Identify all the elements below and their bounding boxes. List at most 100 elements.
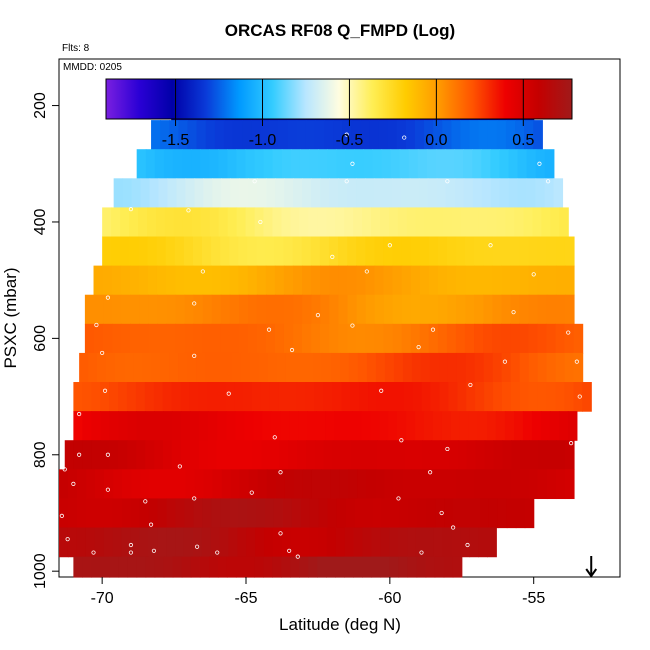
heatmap-cell: [302, 294, 312, 325]
sample-point: [128, 207, 134, 212]
heatmap-cell: [427, 178, 438, 209]
heatmap-cell: [158, 178, 169, 209]
heatmap-cell: [412, 382, 423, 412]
heatmap-cell: [160, 120, 170, 150]
heatmap-cell: [501, 352, 512, 383]
heatmap-cell: [404, 440, 414, 470]
heatmap-cell: [285, 352, 296, 383]
heatmap-cell: [338, 294, 349, 325]
heatmap-cell: [102, 236, 112, 267]
x-axis-tick-label: -60: [378, 590, 401, 607]
heatmap-cell: [573, 352, 584, 383]
heatmap-cell: [225, 382, 235, 412]
heatmap-cell: [245, 556, 255, 578]
heatmap-cell: [410, 236, 421, 267]
heatmap-cell: [537, 323, 547, 354]
sample-point: [266, 327, 272, 332]
heatmap-cell: [344, 207, 354, 238]
y-axis-tick-label: 1000: [32, 553, 49, 589]
heatmap-cell: [211, 236, 221, 267]
heatmap-cell: [424, 411, 434, 441]
heatmap-cell: [330, 352, 341, 383]
heatmap-cell: [148, 527, 158, 558]
heatmap-cell: [103, 294, 113, 325]
heatmap-cell: [187, 352, 197, 383]
heatmap-cell: [184, 294, 195, 325]
heatmap-cell: [426, 149, 437, 179]
heatmap-cell: [544, 149, 555, 179]
heatmap-cell: [361, 411, 371, 441]
heatmap-cell: [299, 207, 309, 238]
heatmap-cell: [474, 352, 485, 383]
heatmap-cell: [247, 265, 258, 296]
heatmap-cell: [113, 178, 124, 209]
heatmap-cell: [408, 149, 419, 179]
heatmap-cell: [183, 236, 194, 267]
heatmap-cell: [403, 382, 414, 412]
date-label: MMDD: 0205: [63, 62, 122, 73]
heatmap-cell: [305, 440, 316, 470]
heatmap-cell: [274, 236, 285, 267]
heatmap-cell: [419, 323, 430, 354]
heatmap-cell: [176, 178, 187, 209]
heatmap-cell: [479, 498, 490, 529]
heatmap-cell: [506, 498, 517, 529]
heatmap-cell: [227, 149, 238, 179]
heatmap-cell: [317, 527, 328, 558]
heatmap-cell: [493, 382, 503, 412]
heatmap-cell: [229, 265, 240, 296]
sample-point: [128, 550, 134, 555]
heatmap-cell: [411, 469, 421, 500]
heatmap-cell: [169, 352, 179, 383]
heatmap-cell: [109, 556, 120, 578]
heatmap-cell: [84, 323, 95, 354]
heatmap-cell: [221, 178, 231, 209]
heatmap-cell: [400, 178, 411, 209]
heatmap-cell: [546, 352, 557, 383]
heatmap-cell: [196, 120, 207, 150]
heatmap-cell: [538, 440, 548, 470]
heatmap-cell: [106, 352, 116, 383]
heatmap-cell: [420, 294, 430, 325]
heatmap-cell: [256, 498, 266, 529]
heatmap-cell: [437, 323, 448, 354]
heatmap-cell: [415, 411, 425, 441]
heatmap-cell: [142, 352, 152, 383]
heatmap-cell: [269, 120, 280, 150]
sample-point: [192, 496, 197, 501]
heatmap-cell: [388, 207, 399, 238]
heatmap-cell: [121, 498, 132, 529]
heatmap-cell: [387, 120, 398, 150]
sample-point: [430, 327, 436, 332]
sample-point: [416, 344, 421, 350]
heatmap-cell: [212, 178, 222, 209]
heatmap-cell: [360, 120, 371, 150]
heatmap-cell: [207, 382, 217, 412]
heatmap-cell: [456, 236, 466, 267]
heatmap-cell: [191, 207, 202, 238]
heatmap-cell: [85, 527, 96, 558]
heatmap-cell: [522, 411, 533, 441]
heatmap-cell: [386, 440, 396, 470]
heatmap-cell: [122, 469, 132, 500]
heatmap-cell: [216, 440, 227, 470]
heatmap-cell: [365, 294, 376, 325]
heatmap-cell: [514, 207, 524, 238]
heatmap-cell: [492, 323, 502, 354]
heatmap-cell: [392, 323, 403, 354]
sample-point: [105, 295, 111, 300]
heatmap-cell: [528, 469, 539, 500]
heatmap-cell: [508, 178, 519, 209]
heatmap-cell: [278, 382, 289, 412]
heatmap-cell: [271, 411, 281, 441]
colorbar: [105, 78, 573, 120]
heatmap-cell: [136, 411, 146, 441]
heatmap-cell: [154, 556, 165, 578]
heatmap-cell: [501, 236, 512, 267]
heatmap-cell: [59, 469, 69, 500]
x-axis-tick-label: -55: [522, 590, 545, 607]
heatmap-cell: [180, 382, 191, 412]
heatmap-cell: [256, 265, 267, 296]
heatmap-cell: [484, 382, 494, 412]
heatmap-cell: [437, 236, 448, 267]
